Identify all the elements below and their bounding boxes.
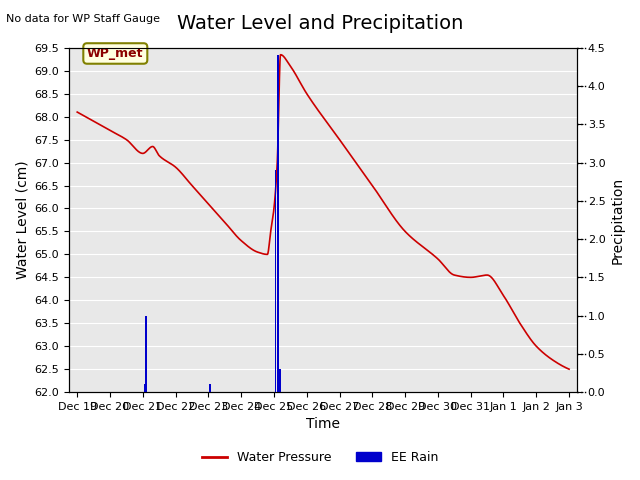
Bar [145, 316, 147, 392]
Text: Water Level and Precipitation: Water Level and Precipitation [177, 14, 463, 34]
X-axis label: Time: Time [306, 418, 340, 432]
Bar [209, 384, 211, 392]
Bar [275, 170, 276, 392]
Bar [144, 384, 145, 392]
Y-axis label: Precipitation: Precipitation [611, 176, 625, 264]
Bar [277, 56, 278, 392]
Text: WP_met: WP_met [87, 47, 143, 60]
Y-axis label: Water Level (cm): Water Level (cm) [15, 161, 29, 279]
Legend: Water Pressure, EE Rain: Water Pressure, EE Rain [196, 446, 444, 469]
Text: No data for WP Staff Gauge: No data for WP Staff Gauge [6, 14, 161, 24]
Bar [279, 369, 280, 392]
